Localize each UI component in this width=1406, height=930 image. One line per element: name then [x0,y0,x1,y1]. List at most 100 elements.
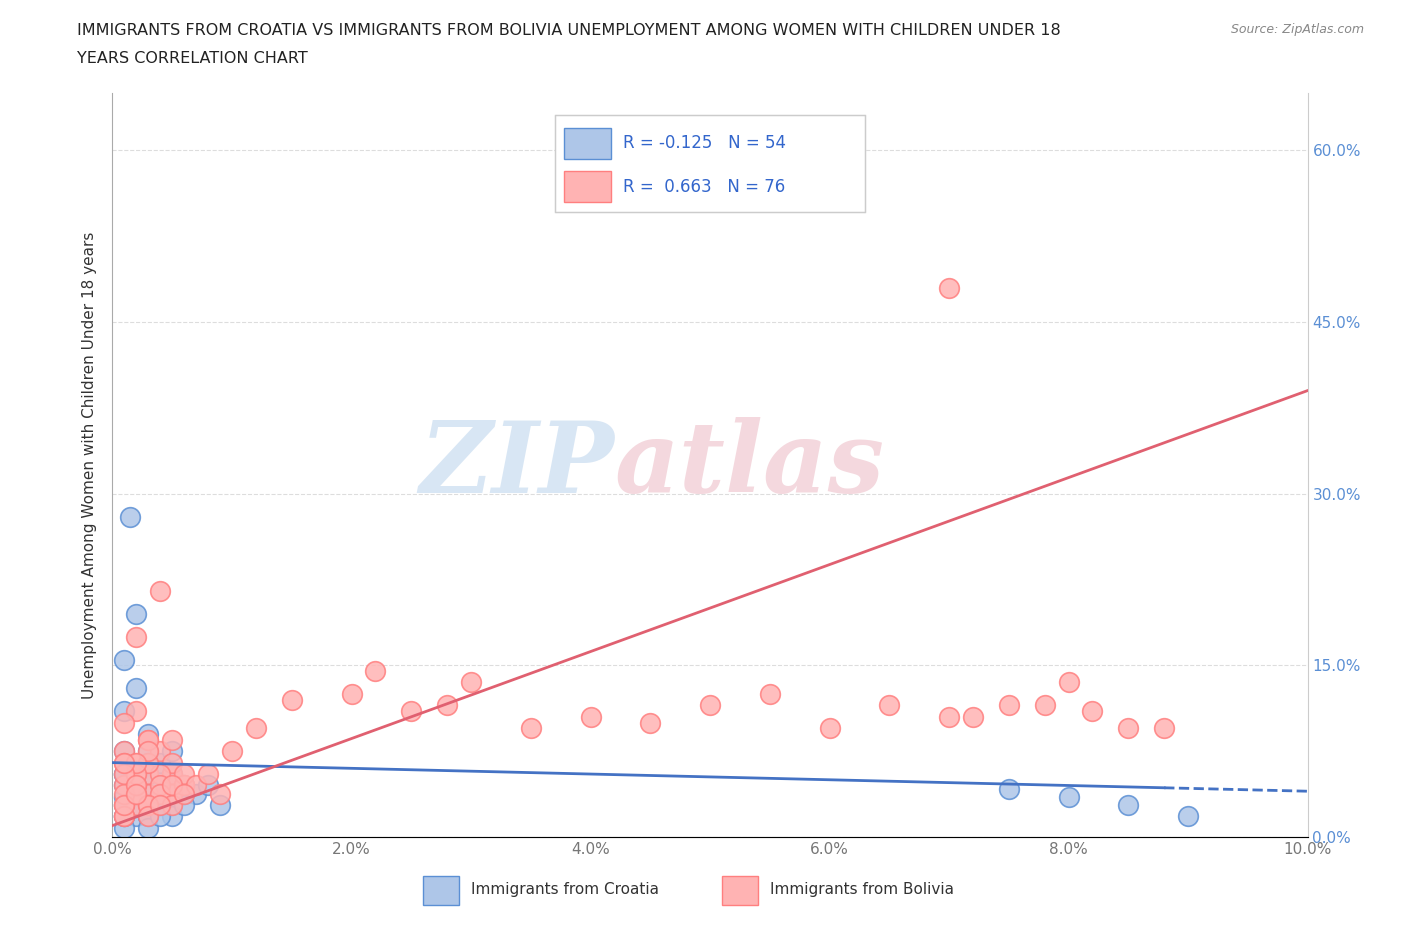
Point [114,766,135,781]
Point [149,778,172,793]
Point [879,698,901,712]
Text: atlas: atlas [614,417,884,513]
Point [173,778,195,793]
Point [1033,698,1056,712]
Point [138,809,160,824]
Point [1081,704,1104,719]
Point [162,778,183,793]
Point [138,766,160,781]
Point [162,766,183,781]
Point [125,798,148,813]
Point [125,786,148,801]
Point [114,790,135,804]
Point [138,755,160,770]
Point [1118,721,1140,736]
Point [197,766,219,781]
Point [125,766,148,781]
Point [938,280,960,295]
Point [173,786,195,801]
Point [114,744,135,759]
Point [114,755,135,770]
Point [138,732,160,747]
Point [120,509,142,524]
Point [436,698,458,712]
Point [149,786,172,801]
Point [401,704,423,719]
Y-axis label: Unemployment Among Women with Children Under 18 years: Unemployment Among Women with Children U… [82,232,97,698]
Point [114,766,135,781]
Point [114,704,135,719]
Point [125,704,148,719]
Point [149,583,172,598]
Point [197,778,219,793]
Point [1057,675,1080,690]
Point [114,798,135,813]
Point [962,710,984,724]
Point [281,692,304,707]
Point [162,778,183,793]
Point [114,786,135,801]
Point [138,744,160,759]
Point [125,778,148,793]
Point [114,744,135,759]
Text: ZIP: ZIP [419,417,614,513]
Point [138,755,160,770]
Point [998,781,1021,796]
Point [138,778,160,793]
Point [162,755,183,770]
Text: YEARS CORRELATION CHART: YEARS CORRELATION CHART [77,51,308,66]
Point [186,786,208,801]
Point [125,630,148,644]
Point [125,766,148,781]
Point [125,755,148,770]
Point [818,171,841,186]
Point [138,798,160,813]
Point [138,732,160,747]
Point [114,652,135,667]
Point [1177,809,1199,824]
Point [340,686,363,701]
Point [114,766,135,781]
Point [114,778,135,793]
Point [114,755,135,770]
Point [640,715,662,730]
Point [138,798,160,813]
Point [125,798,148,813]
Point [149,744,172,759]
Point [186,778,208,793]
Point [114,778,135,793]
Point [125,681,148,696]
Point [364,664,387,679]
Point [114,809,135,824]
Point [209,786,232,801]
Point [114,715,135,730]
Point [699,698,721,712]
Point [138,809,160,824]
Point [938,710,960,724]
Point [162,798,183,813]
Point [125,786,148,801]
Point [114,809,135,824]
Point [173,766,195,781]
Point [209,798,232,813]
Text: IMMIGRANTS FROM CROATIA VS IMMIGRANTS FROM BOLIVIA UNEMPLOYMENT AMONG WOMEN WITH: IMMIGRANTS FROM CROATIA VS IMMIGRANTS FR… [77,23,1062,38]
Point [162,786,183,801]
Point [125,786,148,801]
Point [149,786,172,801]
Text: Source: ZipAtlas.com: Source: ZipAtlas.com [1230,23,1364,36]
Point [125,755,148,770]
Point [162,798,183,813]
Point [149,778,172,793]
Point [114,798,135,813]
Point [998,698,1021,712]
Point [579,710,602,724]
Point [173,778,195,793]
Point [162,809,183,824]
Point [173,786,195,801]
Point [149,766,172,781]
Point [138,766,160,781]
Point [1057,790,1080,804]
Point [759,686,782,701]
Point [245,721,267,736]
Point [818,721,841,736]
